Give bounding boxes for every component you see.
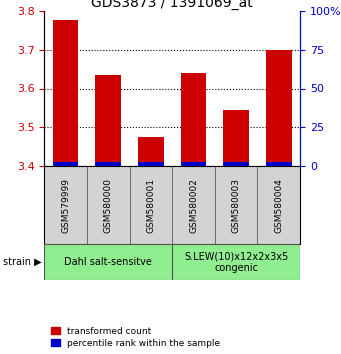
Bar bbox=[44, 166, 87, 244]
Text: GSM580000: GSM580000 bbox=[104, 178, 113, 233]
Bar bbox=[87, 166, 130, 244]
Bar bbox=[138, 137, 164, 166]
Title: GDS3873 / 1391069_at: GDS3873 / 1391069_at bbox=[91, 0, 253, 10]
Bar bbox=[53, 162, 78, 166]
Bar bbox=[95, 162, 121, 166]
Bar bbox=[266, 50, 292, 166]
Bar bbox=[172, 244, 300, 280]
Bar bbox=[53, 21, 78, 166]
Bar bbox=[223, 162, 249, 166]
Text: Dahl salt-sensitve: Dahl salt-sensitve bbox=[64, 257, 152, 267]
Bar bbox=[95, 75, 121, 166]
Bar bbox=[223, 110, 249, 166]
Bar bbox=[138, 162, 164, 166]
Text: GSM580004: GSM580004 bbox=[274, 178, 283, 233]
Bar bbox=[44, 244, 172, 280]
Bar bbox=[215, 166, 257, 244]
Text: S.LEW(10)x12x2x3x5
congenic: S.LEW(10)x12x2x3x5 congenic bbox=[184, 251, 288, 273]
Text: strain ▶: strain ▶ bbox=[3, 257, 42, 267]
Bar bbox=[266, 162, 292, 166]
Bar bbox=[130, 166, 172, 244]
Text: GSM580003: GSM580003 bbox=[232, 178, 241, 233]
Bar bbox=[257, 166, 300, 244]
Bar bbox=[172, 166, 215, 244]
Legend: transformed count, percentile rank within the sample: transformed count, percentile rank withi… bbox=[49, 325, 222, 349]
Text: GSM580001: GSM580001 bbox=[146, 178, 155, 233]
Text: GSM580002: GSM580002 bbox=[189, 178, 198, 233]
Text: GSM579999: GSM579999 bbox=[61, 178, 70, 233]
Bar bbox=[181, 162, 206, 166]
Bar bbox=[181, 73, 206, 166]
